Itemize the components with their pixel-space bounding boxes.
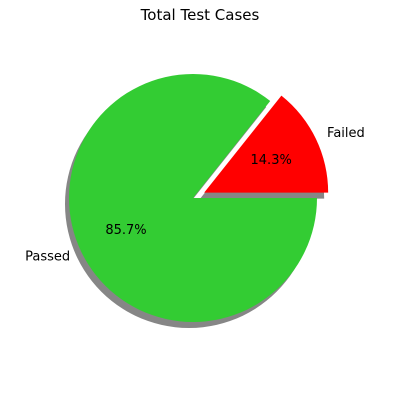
slice-labels: Passed 85.7% Failed 14.3% [25, 126, 365, 265]
slice-percent-failed: 14.3% [251, 153, 292, 168]
slice-percent-passed: 85.7% [105, 223, 146, 238]
slice-label-passed: Passed [25, 250, 70, 265]
chart-title: Total Test Cases [140, 6, 260, 24]
pie-slice-failed [204, 95, 329, 193]
pie-slice-passed [69, 74, 317, 322]
slices [69, 74, 329, 322]
slice-label-failed: Failed [327, 126, 365, 141]
